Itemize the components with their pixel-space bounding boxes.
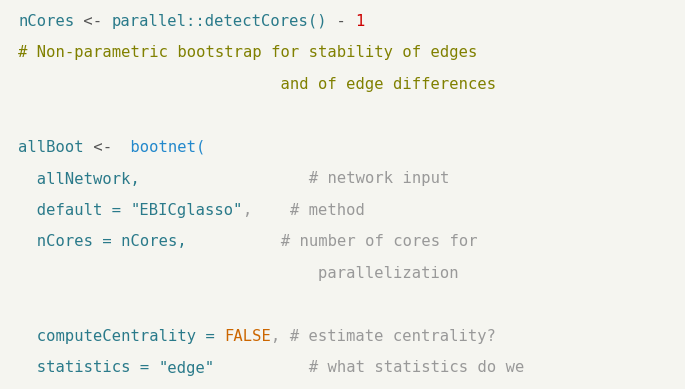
Text: nCores = nCores,: nCores = nCores, xyxy=(18,235,187,249)
Text: allBoot: allBoot xyxy=(18,140,84,155)
Text: parallel::detectCores(): parallel::detectCores() xyxy=(112,14,327,29)
Text: # Non-parametric bootstrap for stability of edges: # Non-parametric bootstrap for stability… xyxy=(18,46,477,61)
Text: "edge": "edge" xyxy=(159,361,215,375)
Text: # number of cores for: # number of cores for xyxy=(187,235,477,249)
Text: default =: default = xyxy=(18,203,131,218)
Text: allNetwork,: allNetwork, xyxy=(18,172,140,186)
Text: <-: <- xyxy=(74,14,112,29)
Text: and of edge differences: and of edge differences xyxy=(18,77,496,92)
Text: <-: <- xyxy=(84,140,121,155)
Text: "EBICglasso": "EBICglasso" xyxy=(131,203,243,218)
Text: nCores: nCores xyxy=(18,14,74,29)
Text: statistics =: statistics = xyxy=(18,361,159,375)
Text: computeCentrality =: computeCentrality = xyxy=(18,329,224,344)
Text: parallelization: parallelization xyxy=(18,266,459,281)
Text: -: - xyxy=(327,14,356,29)
Text: bootnet(: bootnet( xyxy=(121,140,206,155)
Text: FALSE: FALSE xyxy=(224,329,271,344)
Text: 1: 1 xyxy=(356,14,365,29)
Text: # network input: # network input xyxy=(140,172,449,186)
Text: # what statistics do we: # what statistics do we xyxy=(215,361,524,375)
Text: ,    # method: , # method xyxy=(243,203,365,218)
Text: , # estimate centrality?: , # estimate centrality? xyxy=(271,329,496,344)
